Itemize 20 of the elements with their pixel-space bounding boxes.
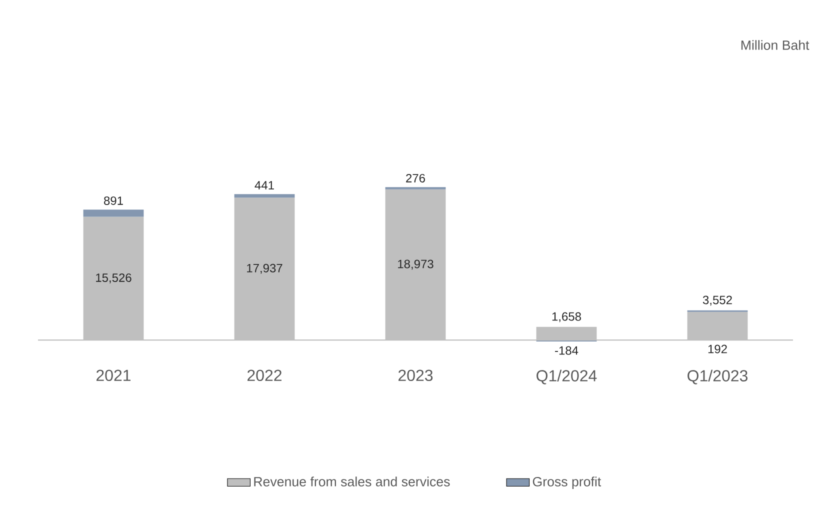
data-label: 1,658	[552, 312, 581, 322]
legend-label: Revenue from sales and services	[254, 476, 450, 486]
x-tick-label: 2021	[96, 370, 131, 382]
data-label: 18,973	[398, 260, 434, 270]
data-label: 15,526	[96, 273, 132, 284]
x-tick-label: Q1/2023	[688, 370, 748, 384]
data-label: 192	[708, 344, 727, 354]
legend-label: Gross profit	[532, 476, 602, 490]
x-tick-label: 2022	[248, 370, 282, 382]
x-tick-label: 2023	[398, 370, 433, 382]
x-tick-label: Q1/2024	[536, 370, 597, 384]
data-label: 3,552	[702, 296, 732, 306]
bar	[83, 210, 144, 217]
bar	[234, 194, 295, 198]
text: Million Baht	[741, 40, 810, 50]
data-label: 441	[254, 181, 274, 190]
data-label: 17,937	[247, 264, 282, 274]
data-label: 276	[406, 174, 425, 182]
data-label: 891	[104, 196, 123, 205]
data-label: -184	[555, 346, 578, 355]
